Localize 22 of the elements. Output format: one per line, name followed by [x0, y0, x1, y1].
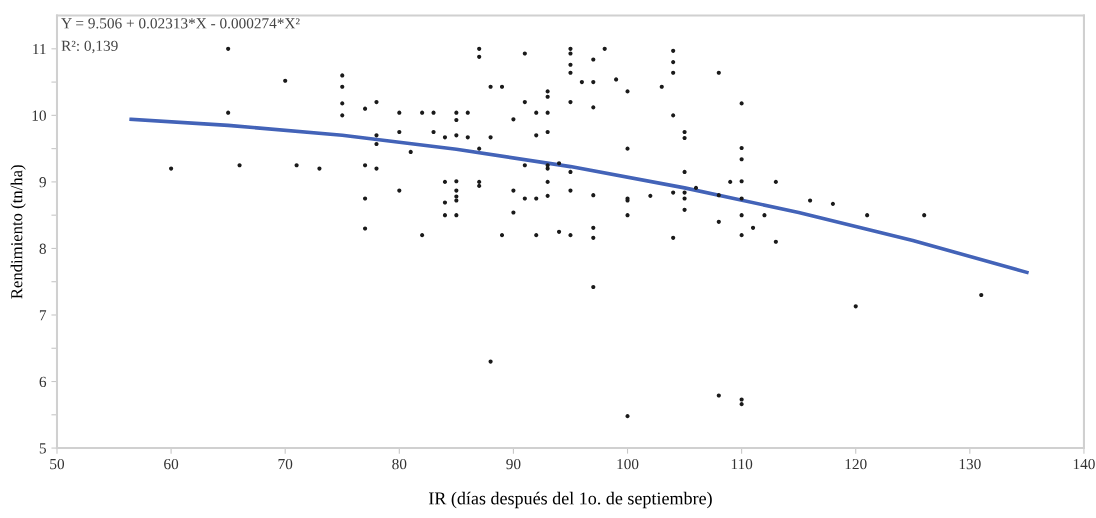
y-axis-title: Rendimiento (tn/ha): [10, 165, 26, 299]
x-tick-label: 120: [845, 458, 867, 470]
x-tick-label: 110: [731, 458, 753, 470]
y-tick-label: 6: [39, 376, 47, 387]
y-tick-label: 9: [39, 177, 46, 188]
x-axis-title: IR (días después del 1o. de septiembre): [428, 491, 712, 509]
x-tick-label: 60: [164, 458, 179, 470]
y-tick-label: 7: [39, 310, 47, 321]
x-tick-label: 100: [617, 458, 639, 470]
x-tick-label: 80: [392, 458, 407, 470]
y-tick-label: 5: [39, 443, 46, 454]
y-tick-label: 10: [32, 110, 46, 121]
x-tick-label: 70: [278, 458, 293, 470]
y-tick-label: 8: [39, 243, 46, 254]
annotation: Y = 9.506 + 0.02313*X - 0.000274*X²: [61, 18, 300, 29]
x-tick-label: 140: [1073, 458, 1095, 470]
x-tick-label: 90: [506, 458, 521, 470]
x-tick-label: 50: [50, 458, 65, 470]
x-tick-label: 130: [959, 458, 981, 470]
line-series: [129, 117, 1029, 275]
y-tick-label: 11: [33, 44, 46, 55]
annotation: R²: 0,139: [61, 40, 118, 54]
